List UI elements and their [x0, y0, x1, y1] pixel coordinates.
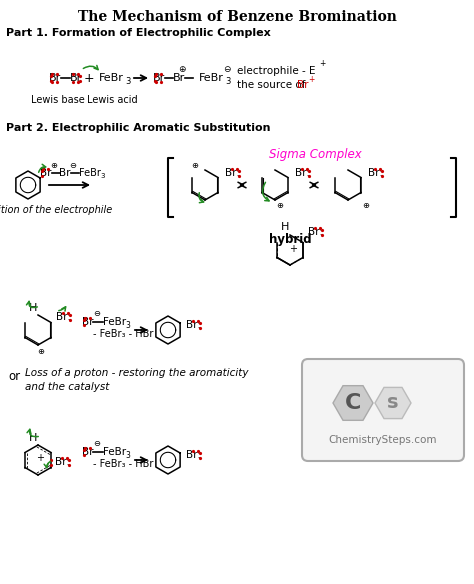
Text: 3: 3 [125, 77, 130, 85]
Text: Lewis acid: Lewis acid [87, 95, 137, 105]
Text: Br:: Br: [295, 168, 310, 178]
Text: Br: Br [40, 168, 52, 178]
FancyArrowPatch shape [199, 193, 204, 203]
Text: ⊕: ⊕ [37, 346, 45, 356]
Text: +: + [84, 71, 94, 85]
Text: FeBr: FeBr [199, 73, 224, 83]
Text: ⊖: ⊖ [93, 310, 100, 318]
Text: ⊕: ⊕ [51, 162, 57, 171]
Text: H: H [29, 433, 37, 443]
Text: +: + [308, 75, 314, 84]
Text: Br: Br [59, 168, 71, 178]
Text: - FeBr₃ - HBr: - FeBr₃ - HBr [93, 459, 154, 469]
Text: Part 1. Formation of Electrophilic Complex: Part 1. Formation of Electrophilic Compl… [6, 28, 271, 38]
Text: Loss of a proton - restoring the aromaticity: Loss of a proton - restoring the aromati… [25, 368, 248, 378]
Text: Br: Br [297, 80, 309, 90]
Text: Br: Br [153, 73, 165, 83]
Text: ⊖: ⊖ [70, 162, 76, 171]
Text: C: C [345, 393, 361, 413]
Text: electrophile - E: electrophile - E [237, 66, 316, 76]
Text: Br: Br [70, 73, 82, 83]
FancyArrowPatch shape [263, 182, 269, 201]
Text: s: s [387, 394, 399, 412]
FancyArrowPatch shape [59, 307, 65, 311]
Text: Part 2. Electrophilic Aromatic Substitution: Part 2. Electrophilic Aromatic Substitut… [6, 123, 271, 133]
Text: FeBr: FeBr [99, 73, 124, 83]
FancyArrowPatch shape [27, 301, 37, 308]
Text: Br: Br [49, 73, 61, 83]
Text: Br:: Br: [186, 320, 201, 330]
Text: ⊖: ⊖ [93, 440, 100, 449]
Text: or: or [8, 370, 20, 383]
Text: ChemistrySteps.com: ChemistrySteps.com [329, 435, 437, 445]
Text: Sigma Complex: Sigma Complex [269, 148, 361, 161]
Text: +: + [319, 60, 325, 68]
Text: ⊕: ⊕ [363, 200, 370, 210]
Text: Addition of the electrophile: Addition of the electrophile [0, 205, 113, 215]
Text: ⊕: ⊕ [276, 200, 283, 210]
Text: Br:: Br: [308, 227, 323, 237]
Text: +: + [36, 453, 44, 463]
Text: Br: Br [82, 317, 94, 327]
Text: The Mechanism of Benzene Bromination: The Mechanism of Benzene Bromination [78, 10, 396, 24]
Text: Br:: Br: [225, 168, 240, 178]
Text: Br:: Br: [186, 450, 201, 460]
Text: 3: 3 [225, 77, 230, 85]
Text: and the catalyst: and the catalyst [25, 382, 109, 392]
Text: FeBr: FeBr [103, 447, 126, 457]
Text: Br: Br [173, 73, 185, 83]
Text: Br:: Br: [55, 457, 70, 467]
Text: H: H [29, 303, 37, 313]
Text: H: H [281, 222, 289, 232]
FancyArrowPatch shape [83, 65, 98, 69]
FancyArrowPatch shape [27, 429, 38, 437]
Text: 3: 3 [125, 321, 130, 329]
Text: FeBr: FeBr [103, 317, 126, 327]
Text: Br:: Br: [56, 312, 71, 322]
Text: the source of: the source of [237, 80, 309, 90]
Text: ⊕: ⊕ [178, 64, 186, 74]
FancyArrowPatch shape [39, 164, 46, 172]
FancyArrowPatch shape [44, 461, 51, 468]
Text: FeBr: FeBr [79, 168, 101, 178]
Text: ⊖: ⊖ [223, 64, 231, 74]
FancyBboxPatch shape [302, 359, 464, 461]
Text: Br:: Br: [368, 168, 383, 178]
Text: hybrid: hybrid [269, 233, 311, 246]
Text: Br: Br [82, 447, 94, 457]
Text: ⊕: ⊕ [191, 161, 199, 169]
Text: - FeBr₃ - HBr: - FeBr₃ - HBr [93, 329, 154, 339]
Text: 3: 3 [125, 450, 130, 460]
Text: 3: 3 [100, 173, 104, 179]
Text: Lewis base: Lewis base [31, 95, 85, 105]
Text: +: + [289, 244, 297, 254]
